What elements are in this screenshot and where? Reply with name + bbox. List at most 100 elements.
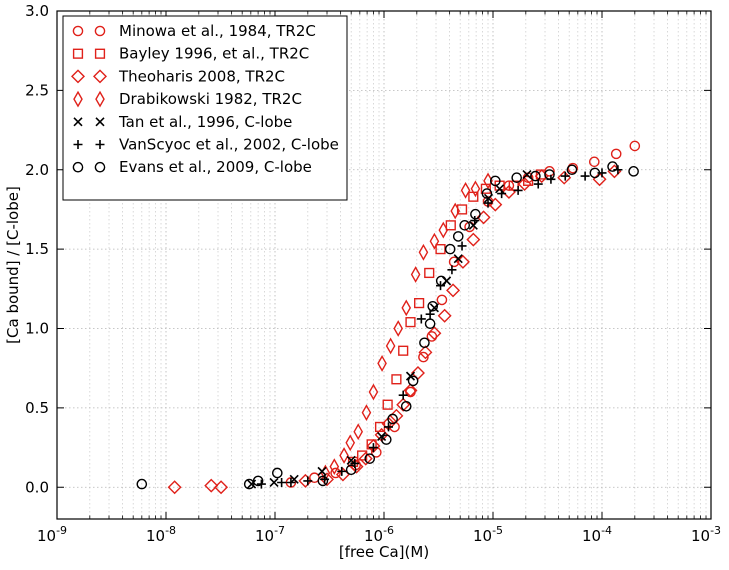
data-point [391, 374, 402, 385]
data-point [387, 413, 398, 425]
data-point [419, 337, 430, 349]
data-point [530, 170, 541, 182]
data-point [425, 309, 435, 319]
data-point [339, 447, 349, 464]
data-point [286, 477, 296, 487]
data-point [214, 480, 229, 495]
data-point [424, 267, 435, 279]
data-point [481, 188, 493, 199]
data-point [427, 326, 442, 341]
legend-label: Bayley 1996, et al., TR2C [119, 45, 309, 63]
legend-marker [73, 90, 83, 108]
data-point [252, 475, 264, 487]
series-2 [167, 164, 622, 495]
major-ticks [56, 10, 712, 519]
data-point [368, 443, 378, 453]
legend-label: Evans et al., 2009, C-lobe [119, 158, 312, 176]
legend: Minowa et al., 1984, TR2C Bayley 1996, et… [62, 15, 348, 201]
x-axis-label: [free Ca](M) [339, 543, 429, 561]
data-point [513, 185, 523, 195]
data-point [243, 478, 255, 490]
data-point [317, 466, 327, 476]
series-6 [136, 161, 639, 490]
data-point [501, 184, 516, 199]
y-tick-label: 3.0 [25, 2, 49, 20]
y-tick-label: 1.0 [25, 320, 49, 338]
data-point [468, 220, 478, 230]
data-point [329, 458, 340, 476]
x-tick-label: 10-3 [691, 524, 721, 545]
data-point [317, 475, 329, 487]
x-tick-label: 10-7 [255, 524, 285, 545]
legend-box [62, 15, 348, 201]
data-point [366, 439, 377, 450]
data-point [589, 156, 600, 168]
y-tick-label: 0.0 [25, 478, 49, 496]
data-point [424, 318, 436, 330]
legend-marker [94, 48, 106, 59]
data-point [533, 179, 543, 189]
data-point [448, 256, 460, 268]
data-point [511, 172, 523, 183]
data-point [303, 476, 313, 486]
data-point [580, 171, 590, 181]
data-point [407, 375, 419, 387]
legend-label: Drabikowski 1982, TR2C [119, 90, 302, 108]
data-point [401, 299, 412, 317]
data-point [204, 478, 219, 493]
data-point [272, 467, 283, 479]
data-point [349, 459, 364, 474]
data-point [410, 266, 421, 283]
data-point [490, 175, 501, 187]
data-point [613, 165, 623, 175]
legend-label: Tan et al., 1996, C-lobe [118, 113, 292, 131]
data-point [277, 477, 287, 487]
series-5 [256, 165, 623, 489]
series-1 [347, 169, 546, 467]
data-point [368, 383, 379, 401]
data-point [353, 423, 364, 441]
data-point [298, 473, 313, 488]
x-tick-label: 10-4 [582, 524, 612, 545]
data-point [447, 265, 457, 275]
data-point [470, 180, 481, 198]
data-point [607, 161, 618, 172]
y-axis-label: [Ca bound] / [C-lobe] [4, 186, 22, 344]
series-3 [320, 172, 493, 482]
data-point [167, 480, 182, 495]
data-point [450, 202, 461, 220]
data-point [364, 453, 376, 464]
legend-marker [72, 161, 84, 173]
data-point [444, 243, 456, 255]
data-point [400, 400, 412, 412]
data-point [382, 399, 393, 410]
data-point [438, 221, 449, 239]
y-tick-label: 0.5 [25, 399, 49, 417]
data-point [470, 208, 481, 220]
data-point [429, 232, 440, 250]
data-point [403, 383, 418, 398]
tick-labels: 10-9 10-8 10-7 10-6 10-5 10-4 10-3 0.0 0.5 1.0 1.5… [25, 2, 721, 545]
y-tick-label: 2.5 [25, 81, 49, 99]
x-tick-label: 10-5 [473, 524, 503, 545]
data-point [466, 232, 481, 247]
data-point [396, 397, 411, 412]
legend-label: VanScyoc et al., 2002, C-lobe [119, 136, 339, 154]
data-point [247, 479, 257, 489]
data-point [445, 220, 456, 231]
x-tick-label: 10-9 [37, 524, 67, 545]
legend-label: Minowa et al., 1984, TR2C [119, 22, 316, 40]
data-point [435, 275, 447, 287]
data-point [534, 169, 549, 184]
legend-marker [93, 69, 107, 84]
legend-marker [95, 140, 105, 149]
data-point [459, 220, 470, 231]
data-point [436, 294, 448, 306]
data-point [427, 300, 439, 312]
legend-marker [73, 117, 83, 127]
data-point [405, 317, 416, 328]
data-point [452, 231, 464, 242]
data-point [285, 477, 297, 488]
legend-marker [95, 90, 105, 108]
data-point [320, 472, 334, 487]
